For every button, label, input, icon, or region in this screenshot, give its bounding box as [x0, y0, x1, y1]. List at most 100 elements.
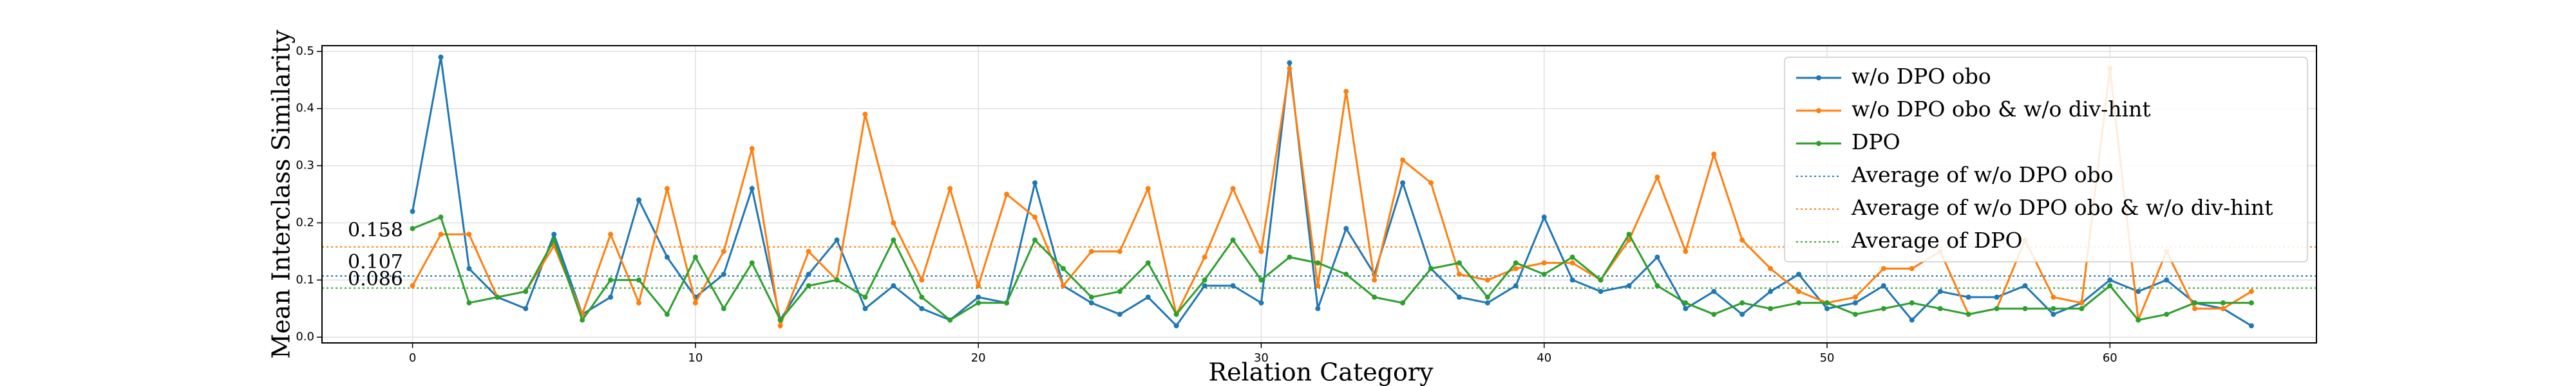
point — [551, 232, 557, 237]
point — [1230, 186, 1236, 192]
y-tick-label: 0.3 — [296, 159, 314, 172]
point — [2248, 323, 2254, 329]
point — [1852, 311, 1858, 317]
legend-label: Average of DPO — [1851, 228, 2023, 253]
point — [1796, 271, 1802, 277]
point — [721, 248, 726, 254]
point — [1739, 300, 1745, 306]
point — [1937, 289, 1943, 295]
point — [1117, 311, 1122, 317]
point — [1513, 283, 1519, 289]
x-tick-label: 30 — [1254, 351, 1269, 365]
point — [1343, 89, 1349, 95]
point — [580, 317, 585, 323]
legend-marker — [1816, 75, 1821, 80]
point — [2079, 300, 2085, 306]
point — [862, 111, 868, 117]
point — [1541, 260, 1547, 266]
series-line — [412, 216, 2251, 322]
y-tick-label: 0.4 — [296, 102, 314, 115]
point — [1739, 311, 1745, 317]
point — [1852, 300, 1858, 306]
point — [608, 277, 614, 283]
point — [749, 260, 755, 266]
point — [1513, 260, 1519, 266]
point — [1004, 192, 1010, 197]
point — [1032, 180, 1038, 186]
point — [1852, 294, 1858, 300]
point — [2107, 283, 2113, 289]
plot-frame — [321, 45, 2317, 344]
point — [1456, 271, 1462, 277]
point — [1739, 237, 1745, 243]
point — [1428, 266, 1434, 271]
point — [664, 186, 670, 192]
point — [2050, 311, 2056, 317]
legend-label: w/o DPO obo — [1852, 64, 1991, 89]
point — [523, 306, 529, 311]
point — [1768, 306, 1774, 311]
point — [1683, 306, 1689, 311]
point — [2192, 306, 2198, 311]
point — [1880, 306, 1886, 311]
point — [1145, 294, 1151, 300]
x-tick-label: 40 — [1537, 351, 1551, 365]
point — [1569, 277, 1575, 283]
point — [1994, 306, 2000, 311]
point — [1258, 248, 1264, 254]
point — [1626, 237, 1632, 243]
point — [608, 232, 614, 237]
y-tick-label: 0.2 — [296, 216, 314, 229]
point — [1400, 300, 1406, 306]
point — [919, 294, 925, 300]
point — [1994, 294, 2000, 300]
point — [976, 300, 981, 306]
point — [410, 226, 415, 232]
point — [1456, 260, 1462, 266]
point — [1711, 311, 1717, 317]
point — [891, 220, 896, 226]
point — [1400, 180, 1406, 186]
point — [1541, 214, 1547, 220]
point — [608, 294, 614, 300]
point — [410, 208, 415, 214]
point — [1711, 151, 1717, 157]
point — [1484, 294, 1490, 300]
point — [1230, 237, 1236, 243]
point — [1287, 254, 1293, 260]
point — [806, 283, 811, 289]
point — [636, 277, 642, 283]
point — [438, 232, 444, 237]
point — [1880, 283, 1886, 289]
point — [947, 317, 953, 323]
legend-label: DPO — [1852, 129, 1900, 154]
point — [1484, 277, 1490, 283]
point — [2248, 300, 2254, 306]
point — [891, 283, 896, 289]
x-axis-label: Relation Category — [1208, 358, 1434, 386]
point — [1315, 306, 1321, 311]
point — [862, 294, 868, 300]
point — [1060, 283, 1066, 289]
point — [1315, 283, 1321, 289]
point — [1541, 271, 1547, 277]
point — [1173, 323, 1179, 329]
point — [1202, 283, 1208, 289]
point — [636, 300, 642, 306]
point — [1287, 66, 1293, 71]
y-tick-label: 0.5 — [296, 44, 314, 58]
legend-label: Average of w/o DPO obo & w/o div-hint — [1851, 195, 2273, 220]
point — [1145, 186, 1151, 192]
point — [1004, 300, 1010, 306]
point — [834, 237, 840, 243]
point — [1117, 289, 1122, 295]
point — [1824, 306, 1830, 311]
point — [2022, 306, 2028, 311]
point — [1824, 300, 1830, 306]
point — [1287, 60, 1293, 66]
point — [1569, 254, 1575, 260]
point — [721, 306, 726, 311]
point — [777, 317, 783, 323]
point — [1626, 232, 1632, 237]
point — [1654, 283, 1660, 289]
